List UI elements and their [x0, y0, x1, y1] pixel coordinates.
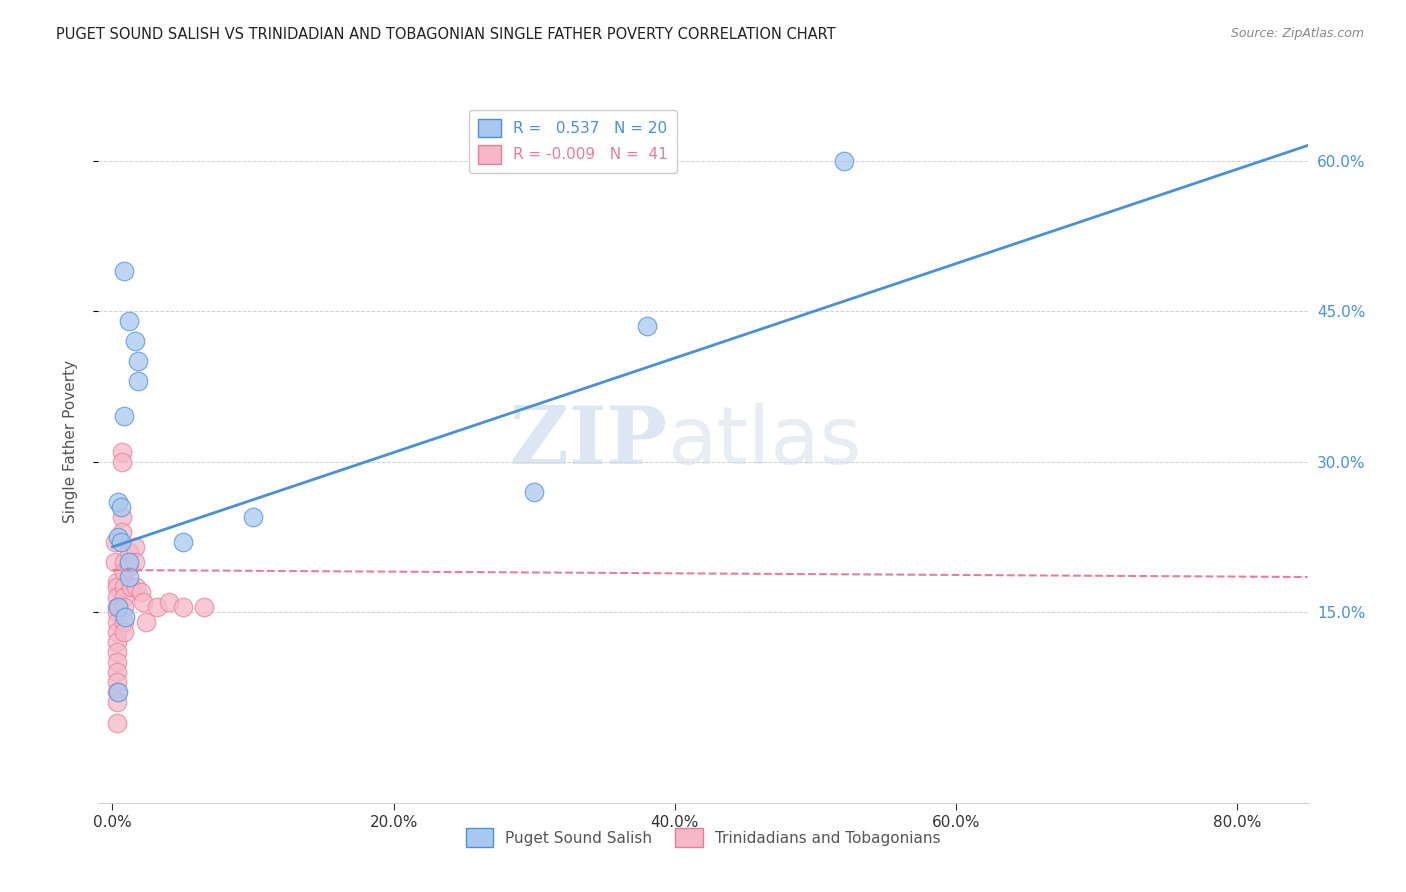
Point: [111, 455, 134, 469]
Point: [110, 500, 132, 514]
Point: [105, 675, 128, 690]
Point: [105, 655, 128, 669]
Point: [105, 645, 128, 659]
Text: ZIP: ZIP: [510, 402, 666, 481]
Point: [172, 600, 194, 615]
Text: atlas: atlas: [666, 402, 860, 481]
Point: [112, 264, 135, 278]
Point: [105, 605, 128, 619]
Point: [105, 685, 128, 699]
Point: [107, 494, 129, 508]
Point: [124, 334, 146, 349]
Point: [111, 509, 134, 524]
Point: [636, 319, 658, 334]
Point: [127, 375, 149, 389]
Point: [114, 610, 136, 624]
Point: [112, 565, 135, 579]
Point: [129, 585, 152, 599]
Point: [107, 600, 129, 615]
Point: [112, 409, 135, 424]
Point: [172, 535, 194, 549]
Point: [112, 615, 135, 630]
Point: [105, 580, 128, 594]
Point: [112, 555, 135, 569]
Point: [120, 580, 142, 594]
Point: [125, 580, 148, 594]
Point: [118, 570, 141, 584]
Point: [111, 444, 134, 458]
Point: [112, 625, 135, 640]
Point: [111, 524, 134, 539]
Point: [146, 600, 169, 615]
Text: Source: ZipAtlas.com: Source: ZipAtlas.com: [1230, 27, 1364, 40]
Point: [832, 153, 855, 168]
Point: [105, 635, 128, 649]
Point: [112, 590, 135, 604]
Point: [105, 600, 128, 615]
Point: [105, 575, 128, 590]
Point: [105, 625, 128, 640]
Point: [127, 354, 149, 368]
Point: [112, 600, 135, 615]
Point: [523, 484, 546, 499]
Point: [105, 715, 128, 730]
Point: [193, 600, 215, 615]
Point: [105, 590, 128, 604]
Point: [107, 530, 129, 544]
Y-axis label: Single Father Poverty: Single Father Poverty: [63, 360, 77, 523]
Point: [112, 580, 135, 594]
Point: [107, 685, 129, 699]
Point: [118, 314, 141, 328]
Point: [104, 555, 127, 569]
Point: [242, 509, 264, 524]
Point: [110, 535, 132, 549]
Point: [135, 615, 157, 630]
Text: PUGET SOUND SALISH VS TRINIDADIAN AND TOBAGONIAN SINGLE FATHER POVERTY CORRELATI: PUGET SOUND SALISH VS TRINIDADIAN AND TO…: [56, 27, 835, 42]
Point: [105, 665, 128, 680]
Point: [118, 555, 141, 569]
Point: [124, 540, 146, 554]
Point: [118, 560, 141, 574]
Point: [124, 555, 146, 569]
Point: [105, 696, 128, 710]
Point: [157, 595, 180, 609]
Legend: Puget Sound Salish, Trinidadians and Tobagonians: Puget Sound Salish, Trinidadians and Tob…: [460, 822, 946, 853]
Point: [132, 595, 155, 609]
Point: [118, 545, 141, 559]
Point: [105, 615, 128, 630]
Point: [104, 535, 127, 549]
